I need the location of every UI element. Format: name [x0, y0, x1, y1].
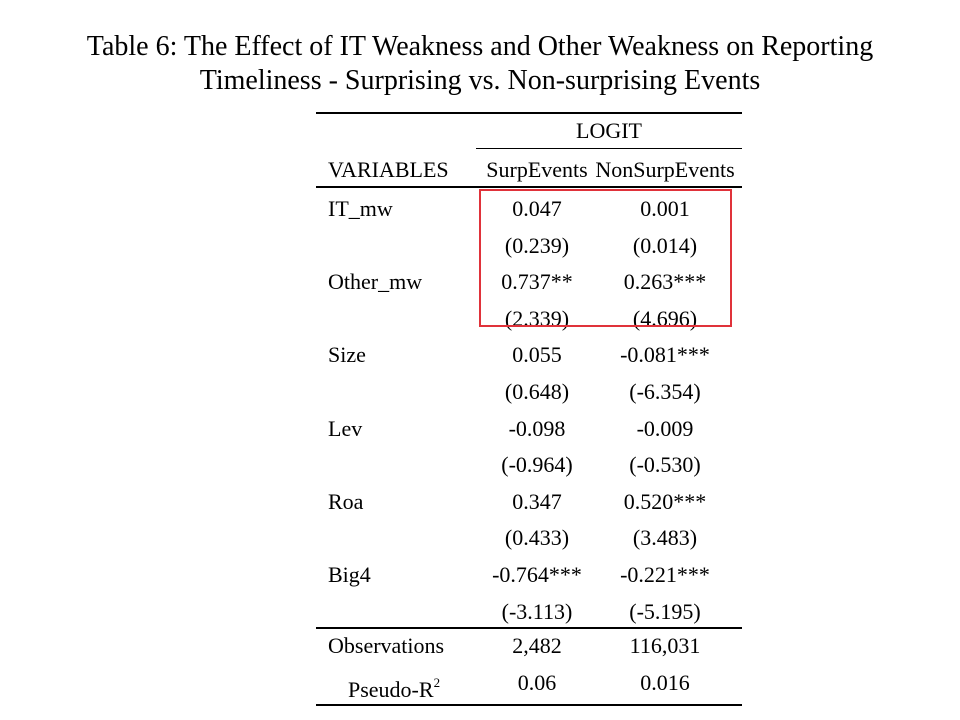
footer-col2: 0.016 — [640, 670, 690, 695]
regression-table: LOGIT VARIABLES SurpEvents NonSurpEvents… — [316, 0, 746, 720]
row-col2: -0.221*** — [620, 562, 710, 587]
footer-col1: 2,482 — [512, 633, 562, 658]
row-col1: 0.047 — [512, 196, 562, 221]
col1-header: SurpEvents — [486, 157, 588, 182]
row-label: Lev — [328, 416, 363, 441]
footer-label-sup: 2 — [433, 675, 441, 690]
header-rule — [316, 186, 742, 188]
model-header: LOGIT — [576, 118, 642, 143]
footer-label: Observations — [328, 633, 445, 658]
footer-label: Pseudo-R — [348, 677, 434, 702]
row-col1: (0.433) — [504, 525, 570, 550]
row-col1: (-0.964) — [501, 452, 573, 477]
col2-header: NonSurpEvents — [595, 157, 735, 182]
highlight-box — [479, 189, 732, 327]
row-label: Big4 — [328, 562, 371, 587]
title-line-1: Table 6: The Effect of IT Weakness and O… — [86, 31, 874, 62]
row-col1: 0.055 — [512, 342, 562, 367]
title-line-2: Timeliness - Surprising vs. Non-surprisi… — [199, 65, 761, 96]
row-col2: 0.263*** — [623, 269, 707, 294]
row-col1: -0.764*** — [492, 562, 582, 587]
pseudo-r2-label: Pseudo-R2 — [348, 670, 440, 703]
top-rule — [316, 112, 742, 114]
footer-col2: 116,031 — [629, 633, 701, 658]
row-col1: (0.648) — [504, 379, 570, 404]
row-col1: 0.737** — [501, 269, 573, 294]
row-label: Other_mw — [328, 269, 423, 294]
row-col2: (-5.195) — [629, 599, 701, 624]
bottom-rule — [316, 704, 742, 706]
row-col2: (-6.354) — [629, 379, 701, 404]
row-col2: (0.014) — [632, 233, 698, 258]
row-label: Size — [328, 342, 366, 367]
row-col2: (3.483) — [632, 525, 698, 550]
row-col2: 0.001 — [640, 196, 690, 221]
row-label: IT_mw — [328, 196, 393, 221]
row-col1: (-3.113) — [501, 599, 573, 624]
row-col2: -0.009 — [636, 416, 694, 441]
row-col1: -0.098 — [508, 416, 566, 441]
variables-header: VARIABLES — [328, 157, 449, 182]
footer-col1: 0.06 — [517, 670, 557, 695]
table-title: Table 6: The Effect of IT Weakness and O… — [0, 30, 960, 98]
row-label: Roa — [328, 489, 364, 514]
footer-rule — [316, 627, 742, 629]
row-col2: -0.081*** — [620, 342, 710, 367]
row-col1: 0.347 — [512, 489, 562, 514]
model-underline — [476, 148, 742, 149]
row-col2: (-0.530) — [629, 452, 701, 477]
row-col1: (0.239) — [504, 233, 570, 258]
row-col2: 0.520*** — [623, 489, 707, 514]
